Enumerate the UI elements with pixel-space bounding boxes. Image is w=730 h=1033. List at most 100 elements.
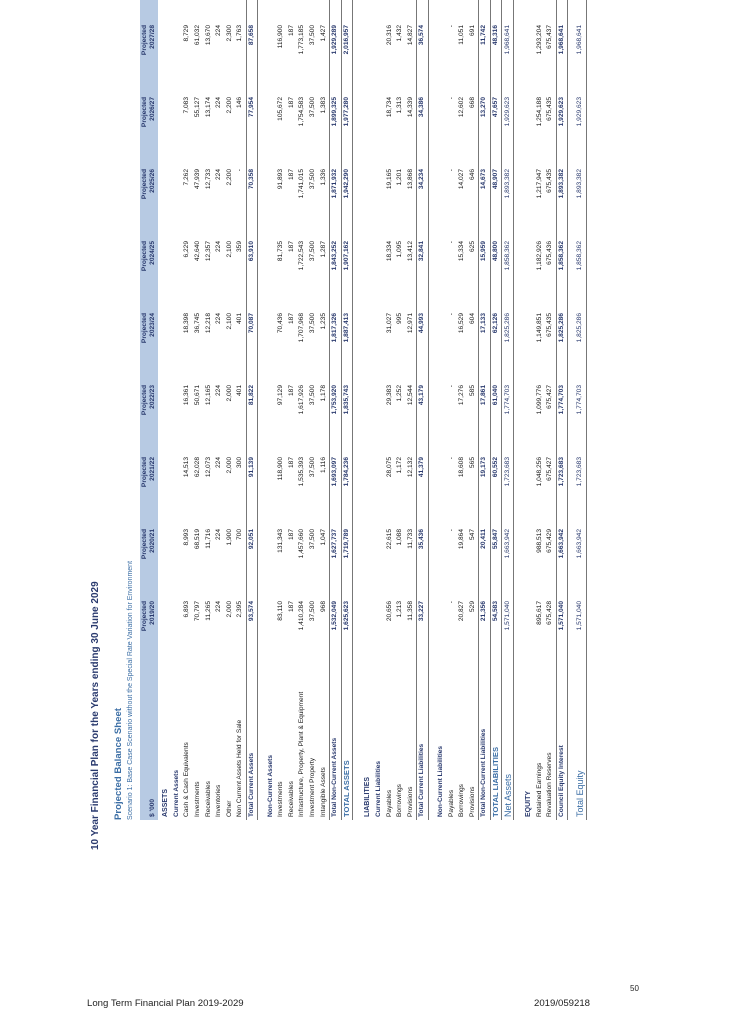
row-label: Infrastructure, Property, Plant & Equipm… bbox=[298, 691, 306, 817]
value-cell: 2,021,965 bbox=[575, 0, 587, 22]
value-cell: 1,149,851 bbox=[535, 313, 543, 343]
value-cell: 36,574 bbox=[416, 22, 429, 94]
value-cell: 1,929,623 bbox=[556, 94, 568, 166]
row-label: Borrowings bbox=[396, 784, 404, 817]
value-cell bbox=[374, 238, 385, 310]
row-label: Total Equity bbox=[575, 670, 587, 820]
value-cell: 1,784,236 bbox=[341, 454, 353, 526]
value-cell bbox=[158, 22, 172, 94]
row-label: Receivables bbox=[204, 781, 212, 817]
value-cell: 604 bbox=[468, 313, 476, 325]
value-cell: 646 bbox=[468, 169, 476, 181]
value-cell bbox=[158, 94, 172, 166]
sub-row: Current Assets bbox=[172, 0, 183, 820]
column-header-line: Projected bbox=[141, 25, 148, 56]
value-cell bbox=[172, 166, 183, 238]
year-column-header: Projected 2026/27 bbox=[140, 94, 158, 166]
value-cell: 1,410,284 bbox=[298, 601, 306, 631]
value-cell: 1,663,942 bbox=[575, 526, 587, 598]
value-cell: 62,126 bbox=[490, 310, 502, 382]
value-cell: 1,825,286 bbox=[501, 310, 514, 382]
value-cell: 36,745 bbox=[194, 313, 202, 334]
value-cell bbox=[521, 238, 535, 310]
value-cell: 16,529 bbox=[458, 313, 466, 334]
value-cell: 1,099,776 bbox=[535, 385, 543, 415]
value-cell: 42,309 bbox=[416, 0, 429, 22]
value-cell: - bbox=[235, 0, 246, 22]
value-cell: 12,132 bbox=[406, 457, 414, 478]
value-cell: 32,841 bbox=[416, 238, 429, 310]
row-row: Revaluation Reserves 675,428 675,429 675,42… bbox=[545, 0, 556, 820]
value-cell: 2,021,965 bbox=[556, 0, 568, 22]
value-cell: - bbox=[446, 0, 457, 22]
value-cell: 13,987 bbox=[203, 0, 214, 22]
value-cell: 20,656 bbox=[385, 601, 393, 622]
value-cell: 224 bbox=[215, 601, 223, 613]
value-cell: 35,436 bbox=[416, 526, 429, 598]
value-cell: 1,201 bbox=[396, 169, 404, 186]
value-cell: 187 bbox=[287, 25, 295, 37]
spacer-row bbox=[513, 0, 521, 820]
value-cell: 224 bbox=[215, 313, 223, 325]
value-cell bbox=[436, 94, 447, 166]
value-cell: 1,178 bbox=[319, 385, 327, 402]
row-label: Non-Current Assets bbox=[266, 754, 274, 817]
value-cell: 547 bbox=[468, 529, 476, 541]
value-cell: - bbox=[447, 25, 455, 28]
value-cell bbox=[172, 526, 183, 598]
value-cell: 17,861 bbox=[478, 382, 491, 454]
value-cell: 15,346 bbox=[405, 0, 416, 22]
value-cell bbox=[521, 598, 535, 670]
value-cell: 70,797 bbox=[194, 601, 202, 622]
value-cell: 12,602 bbox=[458, 97, 466, 118]
value-cell bbox=[374, 94, 385, 166]
value-cell: 1,617,926 bbox=[298, 385, 306, 415]
value-cell bbox=[374, 0, 385, 22]
spacer-row bbox=[568, 0, 576, 820]
value-cell: 18,734 bbox=[385, 97, 393, 118]
value-cell: 1,825,286 bbox=[575, 310, 587, 382]
row-label: Borrowings bbox=[458, 784, 466, 817]
value-cell bbox=[436, 166, 447, 238]
value-cell: 2,000 bbox=[225, 601, 233, 618]
row-label: Provisions bbox=[468, 786, 476, 817]
grand-row: TOTAL LIABILITIES 54,583 55,847 60,552 61,04… bbox=[490, 0, 502, 820]
row-label: Inventories bbox=[215, 784, 223, 817]
plan-title: 10 Year Financial Plan for the Years end… bbox=[90, 581, 101, 850]
value-cell: 187 bbox=[287, 241, 295, 253]
value-cell bbox=[360, 310, 374, 382]
value-cell: 2,074,357 bbox=[341, 0, 353, 22]
column-header-year: 2020/21 bbox=[149, 529, 156, 553]
value-cell: 1,558 bbox=[395, 0, 406, 22]
row-label: Non-Current Liabilities bbox=[436, 745, 444, 817]
value-cell: 94,122 bbox=[246, 0, 258, 22]
value-cell: 70,436 bbox=[277, 313, 285, 334]
value-cell: 187 bbox=[287, 169, 295, 181]
value-cell bbox=[521, 382, 535, 454]
year-column-header: Projected 2027/28 bbox=[140, 22, 158, 94]
column-header-year: 2027/28 bbox=[149, 25, 156, 49]
value-cell: 13,270 bbox=[478, 94, 491, 166]
value-cell: 77,954 bbox=[246, 94, 258, 166]
row-row: Provisions 11,358 11,733 12,132 12,544 12,971… bbox=[405, 0, 416, 820]
value-cell: 1,571,040 bbox=[501, 598, 514, 670]
value-cell: 1,116 bbox=[319, 457, 327, 474]
value-cell: 28,075 bbox=[385, 457, 393, 478]
value-cell: 18,608 bbox=[458, 457, 466, 478]
value-cell: 1,182,926 bbox=[535, 241, 543, 271]
value-cell: 19,165 bbox=[385, 169, 393, 190]
value-cell: 41,379 bbox=[416, 454, 429, 526]
sub-row: Non-Current Liabilities bbox=[436, 0, 447, 820]
value-cell: 565 bbox=[468, 457, 476, 469]
value-cell: 1,432 bbox=[396, 25, 404, 42]
value-cell: 1,693,097 bbox=[329, 454, 341, 526]
value-cell: 1,346,528 bbox=[534, 0, 545, 22]
value-cell: 895,617 bbox=[535, 601, 543, 625]
value-cell: 44,993 bbox=[416, 310, 429, 382]
row-label: Net Assets bbox=[501, 670, 514, 820]
row-row: Payables - - - - - - - - - - bbox=[446, 0, 457, 820]
row-row: Cash & Cash Equivalents 6,893 8,993 14,513 1… bbox=[182, 0, 193, 820]
value-cell: 1,457,660 bbox=[298, 529, 306, 559]
value-cell: 131,343 bbox=[277, 529, 285, 553]
value-cell: 7,083 bbox=[183, 97, 191, 114]
